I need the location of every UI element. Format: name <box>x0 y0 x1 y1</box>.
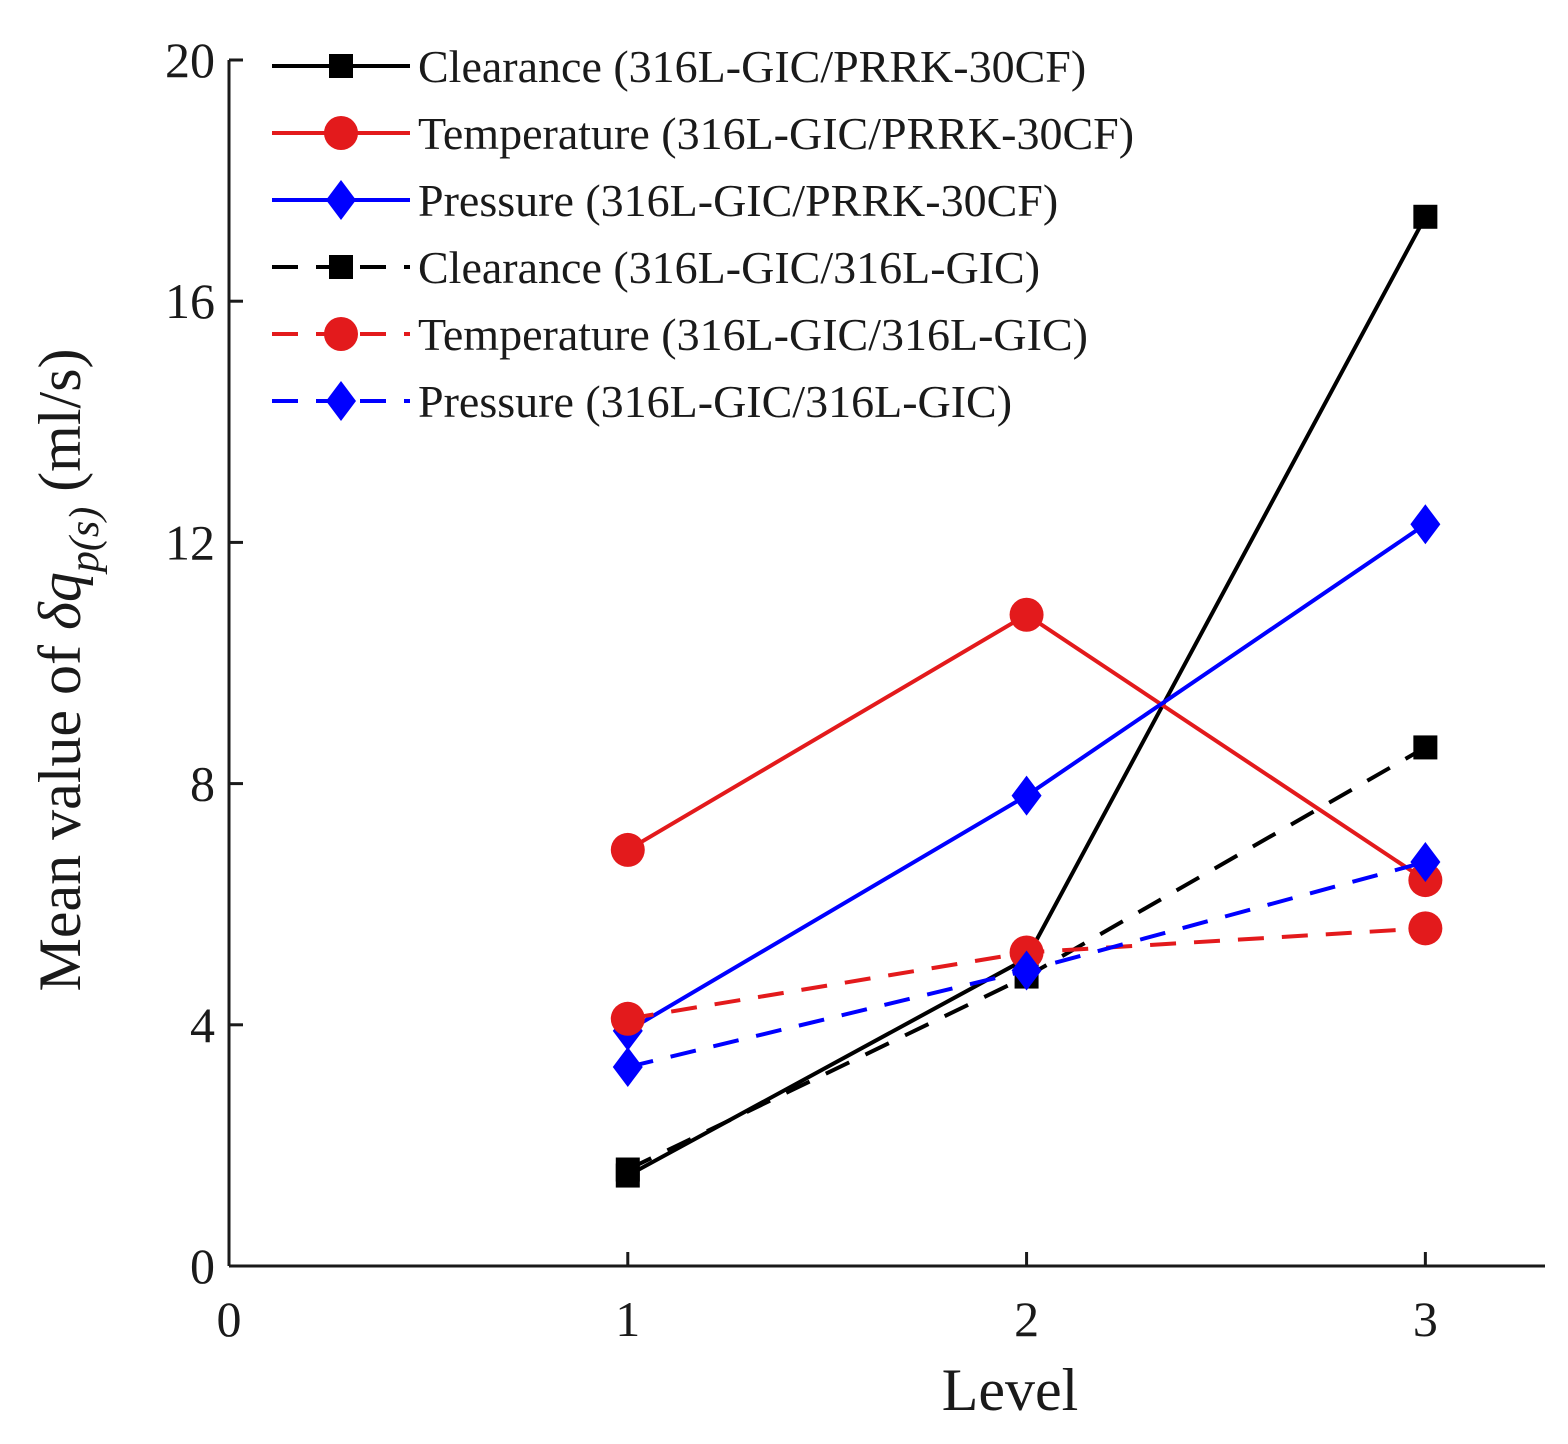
y-axis-title-subscript: p(s) <box>62 507 108 575</box>
y-tick-label: 0 <box>190 1238 215 1294</box>
x-tick-label: 1 <box>615 1291 640 1347</box>
data-point <box>1410 841 1441 882</box>
data-point <box>1413 204 1438 229</box>
series-line <box>626 612 1427 882</box>
x-tick-label: 3 <box>1413 1291 1438 1347</box>
legend-entry: Temperature (316L-GIC/PRRK-30CF) <box>272 108 1134 159</box>
y-tick-label: 12 <box>165 514 215 570</box>
legend-marker <box>326 381 356 421</box>
y-tick-label: 8 <box>190 756 215 812</box>
legend-marker <box>324 317 358 351</box>
legend-marker <box>326 180 356 220</box>
y-tick-label: 16 <box>165 273 215 329</box>
data-point <box>1410 504 1441 545</box>
legend-entry: Temperature (316L-GIC/316L-GIC) <box>272 309 1088 360</box>
legend-entry: Pressure (316L-GIC/PRRK-30CF) <box>272 175 1058 226</box>
legend-marker <box>329 54 353 78</box>
x-tick-label: 0 <box>217 1291 242 1347</box>
series-pressure-316l-gic-316l-gic <box>612 841 1441 1088</box>
series-layer <box>610 204 1443 1188</box>
x-axis-title: Level <box>942 1357 1079 1423</box>
data-point <box>1408 911 1443 946</box>
legend-label: Clearance (316L-GIC/316L-GIC) <box>418 242 1040 293</box>
legend-marker <box>329 255 353 279</box>
y-axis-title: Mean value of δqp(s) (ml/s) <box>27 348 108 991</box>
y-axis-title-suffix: (ml/s) <box>27 348 93 506</box>
series-line <box>626 215 1428 1178</box>
data-point <box>612 1047 643 1088</box>
legend: Clearance (316L-GIC/PRRK-30CF) Temperatur… <box>272 41 1134 427</box>
data-point <box>1009 597 1044 632</box>
data-point <box>1413 735 1438 760</box>
series-temperature-316l-gic-prrk-30cf <box>610 597 1443 898</box>
legend-label: Temperature (316L-GIC/PRRK-30CF) <box>418 108 1134 159</box>
legend-label: Temperature (316L-GIC/316L-GIC) <box>418 309 1088 360</box>
y-tick-label: 20 <box>165 32 215 88</box>
y-tick-label: 4 <box>190 997 215 1053</box>
x-tick-label: 2 <box>1014 1291 1039 1347</box>
data-point <box>1011 775 1042 816</box>
legend-label: Pressure (316L-GIC/316L-GIC) <box>418 376 1012 427</box>
y-axis-title-symbol: δq <box>27 572 93 630</box>
legend-entry: Clearance (316L-GIC/PRRK-30CF) <box>272 41 1086 92</box>
legend-label: Pressure (316L-GIC/PRRK-30CF) <box>418 175 1058 226</box>
data-point <box>610 1001 645 1036</box>
data-point <box>615 1157 640 1182</box>
data-point <box>610 832 645 867</box>
legend-entry: Clearance (316L-GIC/316L-GIC) <box>272 242 1040 293</box>
legend-label: Clearance (316L-GIC/PRRK-30CF) <box>418 41 1086 92</box>
y-axis-title-prefix: Mean value of <box>27 630 93 992</box>
legend-entry: Pressure (316L-GIC/316L-GIC) <box>272 376 1012 427</box>
legend-marker <box>324 116 358 150</box>
data-point <box>1011 950 1042 991</box>
